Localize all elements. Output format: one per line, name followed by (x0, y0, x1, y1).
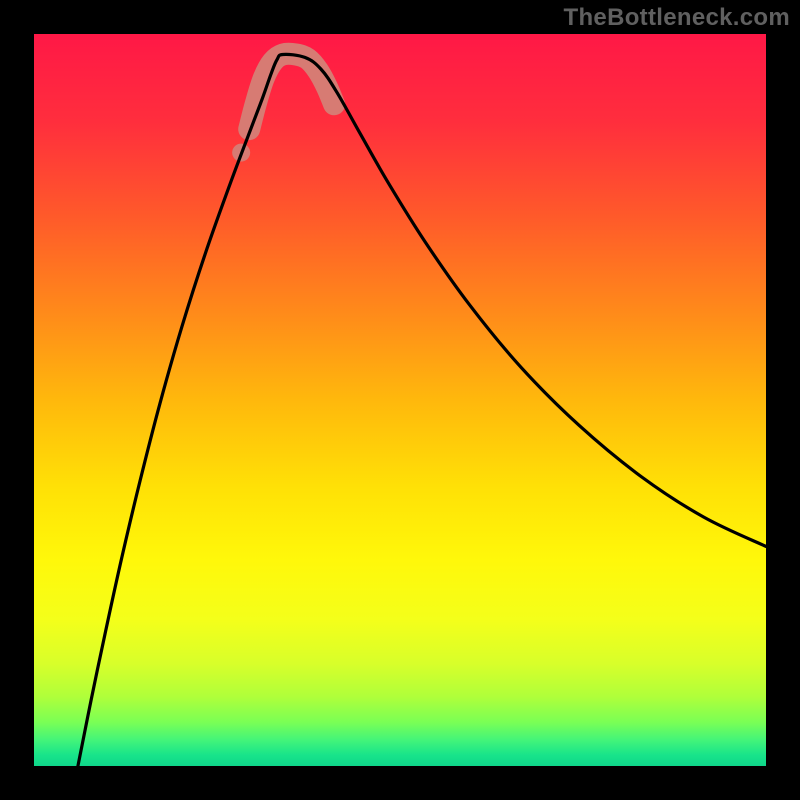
plot-background (34, 34, 766, 766)
watermark-label: TheBottleneck.com (564, 4, 790, 32)
bottleneck-chart (0, 0, 800, 800)
